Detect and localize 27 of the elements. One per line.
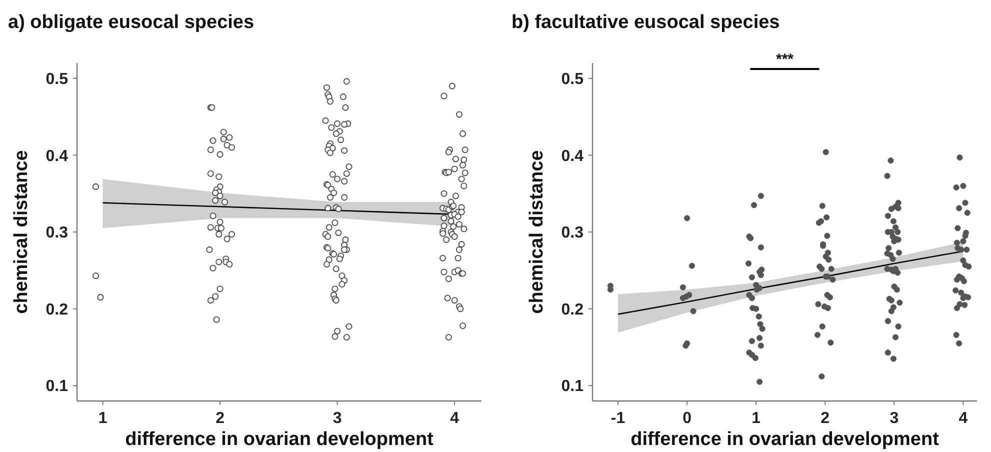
y-tick-label: 0.3 [46, 224, 68, 242]
y-tick-label: 0.1 [46, 378, 68, 396]
x-axis-title: difference in ovarian development [630, 429, 940, 450]
x-tick-label: 2 [820, 410, 830, 427]
y-tick-label: 0.4 [46, 148, 68, 165]
x-tick-label: 4 [958, 410, 968, 427]
chart-title: a) obligate eusocal species [8, 12, 254, 33]
y-axis-title: chemical distance [11, 150, 32, 314]
y-tick-label: 0.4 [561, 148, 584, 165]
x-tick-label: 4 [450, 410, 460, 427]
y-tick-label: 0.2 [561, 301, 584, 318]
annotation: *** [776, 51, 794, 68]
chart-title: b) facultative eusocal species [512, 12, 780, 33]
x-tick-label: 1 [98, 410, 108, 427]
y-tick-label: 0.5 [561, 70, 584, 88]
y-tick-label: 0.1 [561, 378, 584, 396]
y-tick-label: 0.3 [561, 224, 584, 242]
x-tick-label: 2 [216, 410, 225, 427]
x-tick-label: 1 [752, 410, 761, 427]
y-tick-label: 0.5 [46, 70, 68, 88]
x-axis-title: difference in ovarian development [125, 429, 434, 450]
x-tick-label: -1 [610, 410, 626, 427]
x-tick-label: 3 [332, 410, 342, 427]
y-axis-title: chemical distance [526, 150, 548, 314]
x-tick-label: 3 [890, 410, 899, 427]
x-tick-label: 0 [682, 410, 692, 427]
y-tick-label: 0.2 [46, 301, 68, 318]
